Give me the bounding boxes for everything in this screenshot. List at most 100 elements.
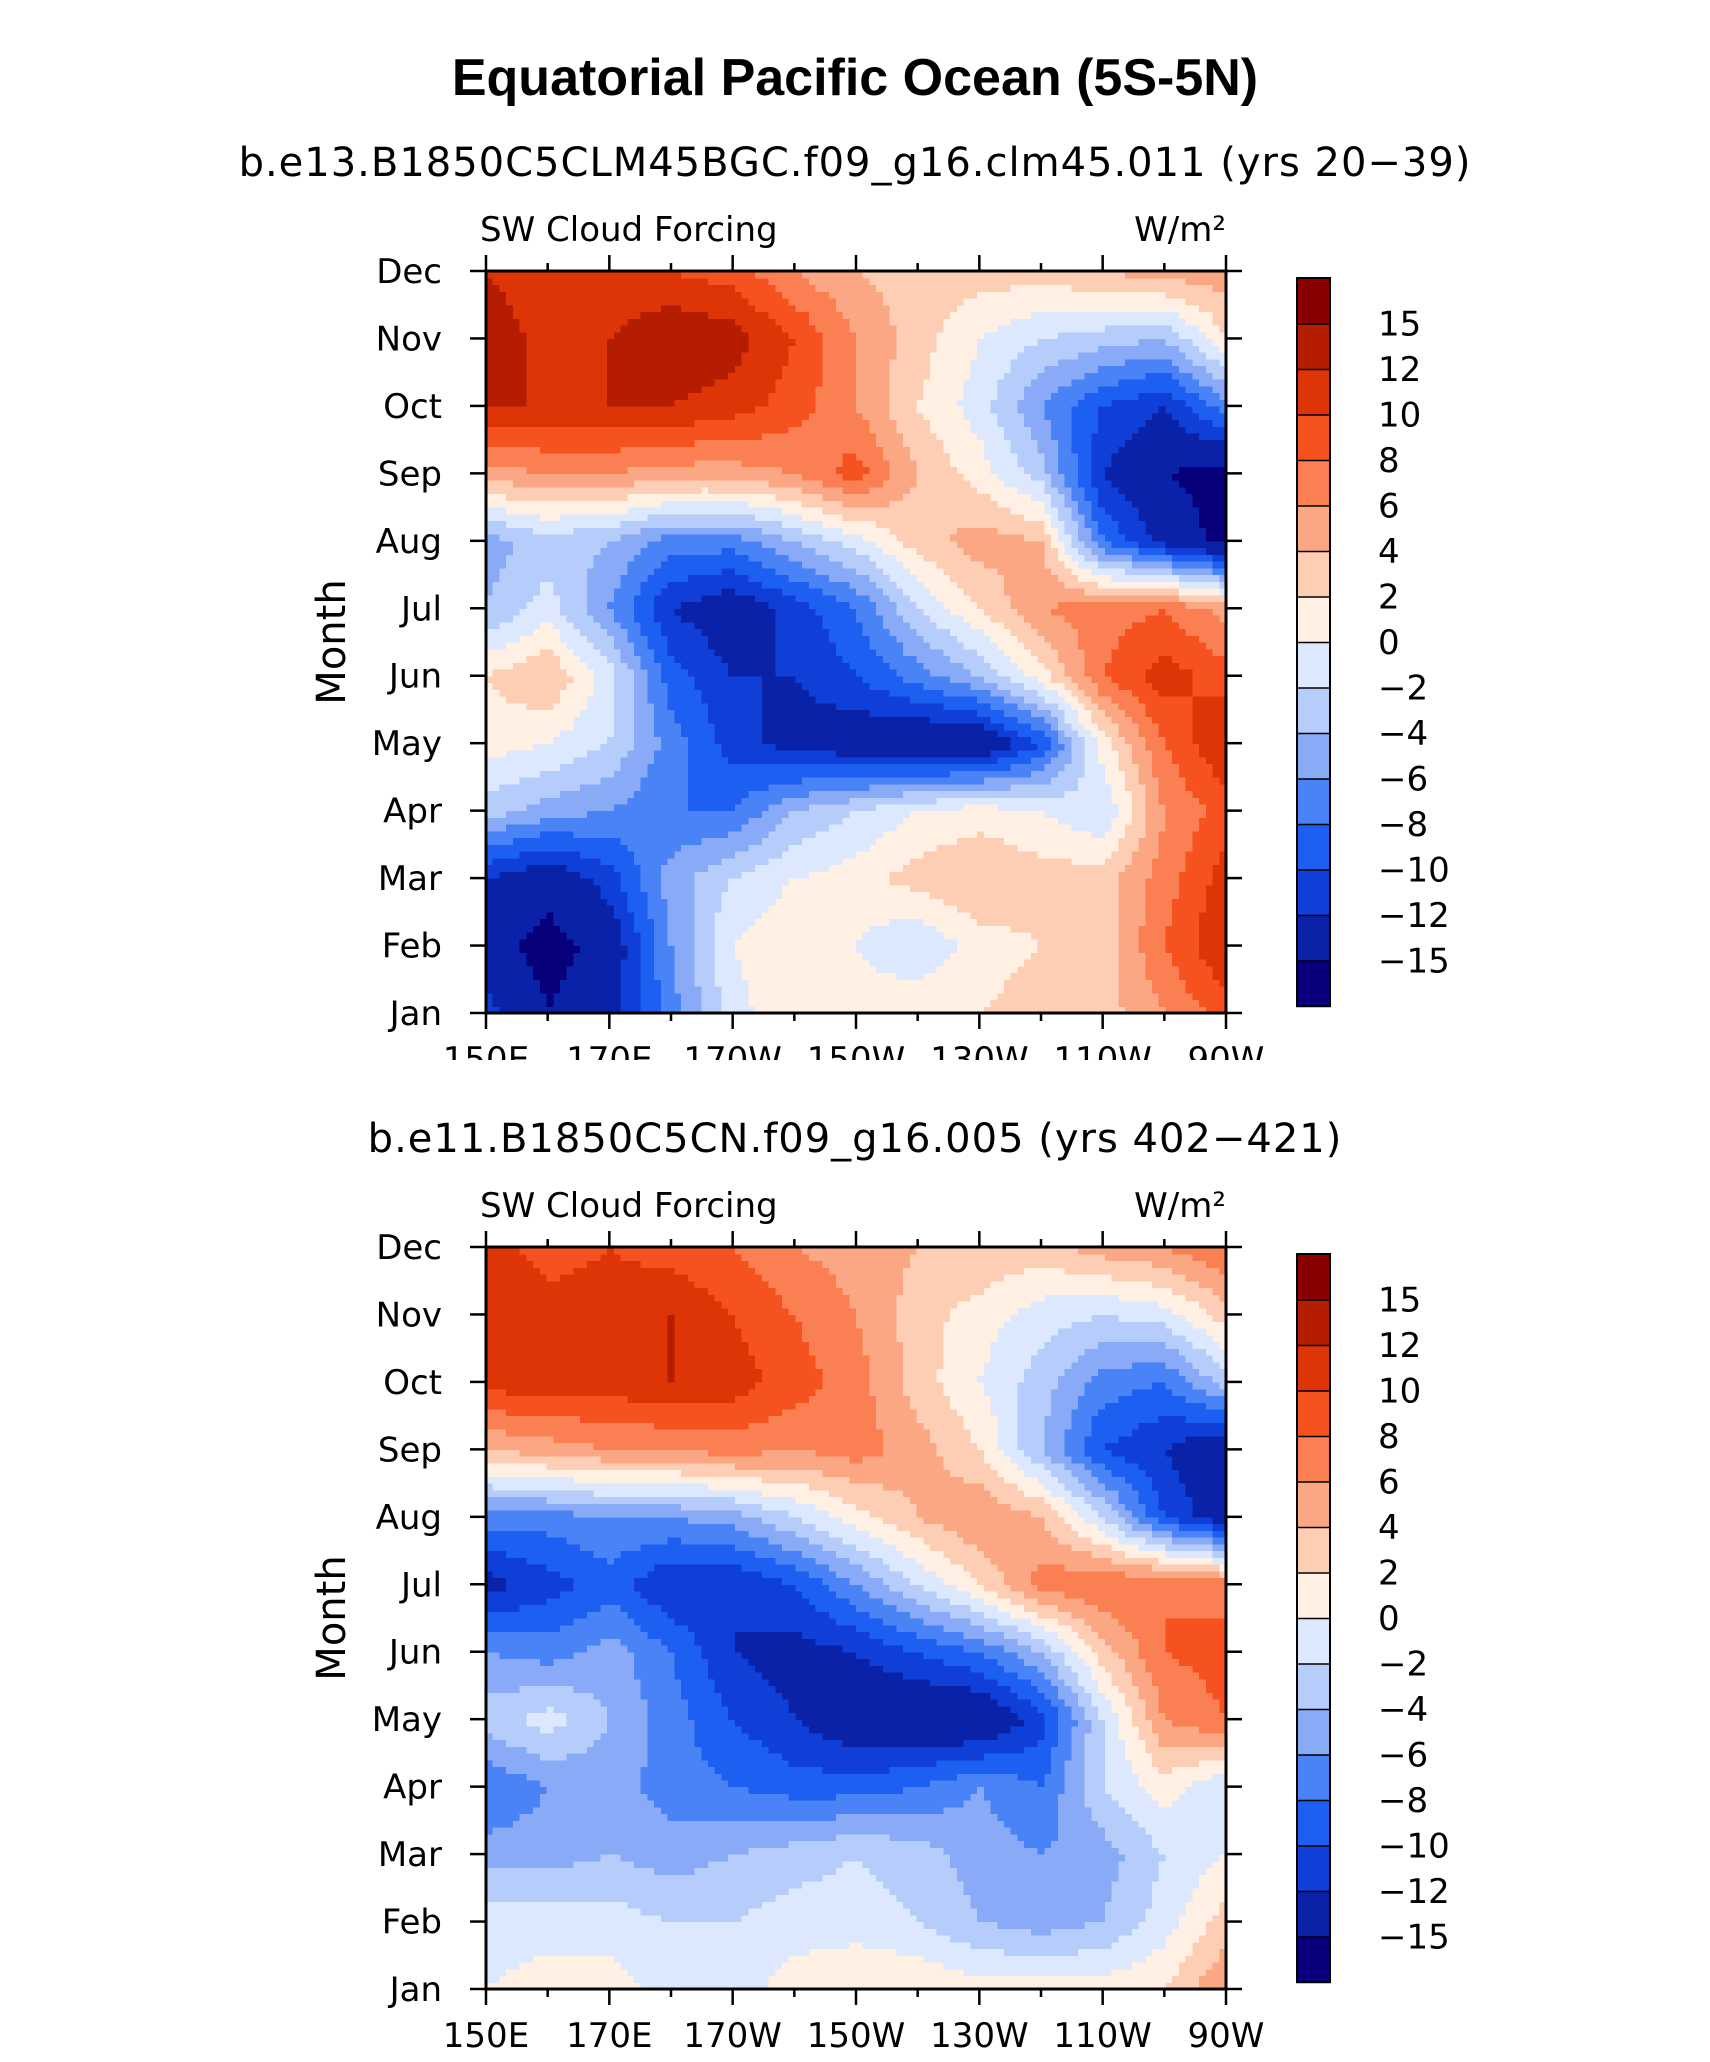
heatmap-cell [627,547,635,555]
heatmap-cell [640,945,649,953]
heatmap-cell [499,378,507,387]
heatmap-cell [634,864,642,872]
heatmap-cell [681,318,689,326]
heatmap-cell [768,932,776,940]
heatmap-cell [755,527,763,535]
heatmap-cell [708,878,716,886]
heatmap-cell [560,500,568,508]
heatmap-cell [782,884,790,893]
heatmap-cell [734,938,743,947]
heatmap-cell [734,635,743,643]
heatmap-cell [761,695,770,704]
heatmap-cell [486,911,494,920]
heatmap-cell [647,702,655,711]
heatmap-cell [654,992,662,1001]
heatmap-cell [492,439,501,447]
heatmap-cell [486,608,494,616]
heatmap-cell [734,547,743,555]
heatmap-cell [768,507,776,515]
heatmap-cell [640,797,649,805]
heatmap-cell [634,594,642,603]
heatmap-cell [761,709,770,717]
heatmap-cell [607,581,615,589]
heatmap-cell [674,297,682,306]
heatmap-cell [701,615,709,623]
heatmap-cell [600,601,608,609]
heatmap-cell [492,594,501,603]
heatmap-cell [748,911,756,920]
heatmap-cell [533,453,541,461]
heatmap-cell [506,574,514,582]
heatmap-cell [512,1006,521,1014]
heatmap-cell [728,972,736,980]
heatmap-cell [667,345,675,353]
heatmap-cell [506,500,514,508]
heatmap-cell [539,776,548,785]
heatmap-cell [613,905,622,913]
heatmap-cell [499,358,507,367]
heatmap-cell [486,385,494,394]
heatmap-cell [674,473,682,481]
heatmap-cell [667,945,675,953]
heatmap-cell [701,938,709,947]
heatmap-cell [687,311,696,319]
heatmap-cell [512,655,521,663]
heatmap-cell [714,574,723,582]
heatmap-cell [613,399,622,407]
heatmap-cell [613,1006,622,1014]
heatmap-cell [546,830,554,839]
heatmap-cell [553,311,561,319]
heatmap-cell [519,803,527,812]
heatmap-cell [701,358,709,367]
heatmap-cell [761,365,770,373]
heatmap-cell [640,412,649,420]
heatmap-cell [768,945,776,953]
heatmap-cell [687,979,696,987]
heatmap-cell [714,952,723,960]
heatmap-cell [694,520,702,528]
heatmap-cell [782,655,790,663]
heatmap-cell [674,682,682,690]
heatmap-cell [546,702,554,711]
heatmap-cell [573,385,581,394]
heatmap-cell [546,918,554,926]
heatmap-cell [721,662,729,670]
heatmap-cell [580,608,588,616]
heatmap-cell [553,338,561,346]
heatmap-cell [674,446,682,454]
heatmap-cell [499,871,507,879]
heatmap-cell [499,648,507,657]
heatmap-cell [748,932,756,940]
heatmap-cell [499,608,507,616]
heatmap-cell [775,905,783,913]
heatmap-cell [539,291,548,299]
heatmap-cell [654,480,662,488]
heatmap-cell [701,554,709,562]
heatmap-cell [553,486,561,495]
heatmap-cell [560,473,568,481]
heatmap-cell [533,284,541,292]
heatmap-cell [768,952,776,960]
heatmap-cell [519,729,527,738]
heatmap-cell [512,959,521,967]
heatmap-cell [593,918,601,926]
heatmap-cell [687,648,696,657]
heatmap-cell [654,898,662,906]
heatmap-cell [708,271,716,279]
heatmap-cell [580,992,588,1001]
heatmap-cell [519,662,527,670]
heatmap-cell [580,972,588,980]
heatmap-cell [553,439,561,447]
heatmap-cell [607,938,615,947]
heatmap-cell [586,378,595,387]
heatmap-cell [667,797,675,805]
heatmap-cell [607,608,615,616]
heatmap-cell [560,689,568,697]
heatmap-cell [546,567,554,576]
heatmap-cell [526,952,534,960]
heatmap-cell [506,466,514,474]
heatmap-cell [512,527,521,535]
heatmap-cell [546,486,554,495]
heatmap-cell [647,783,655,791]
heatmap-cell [694,905,702,913]
